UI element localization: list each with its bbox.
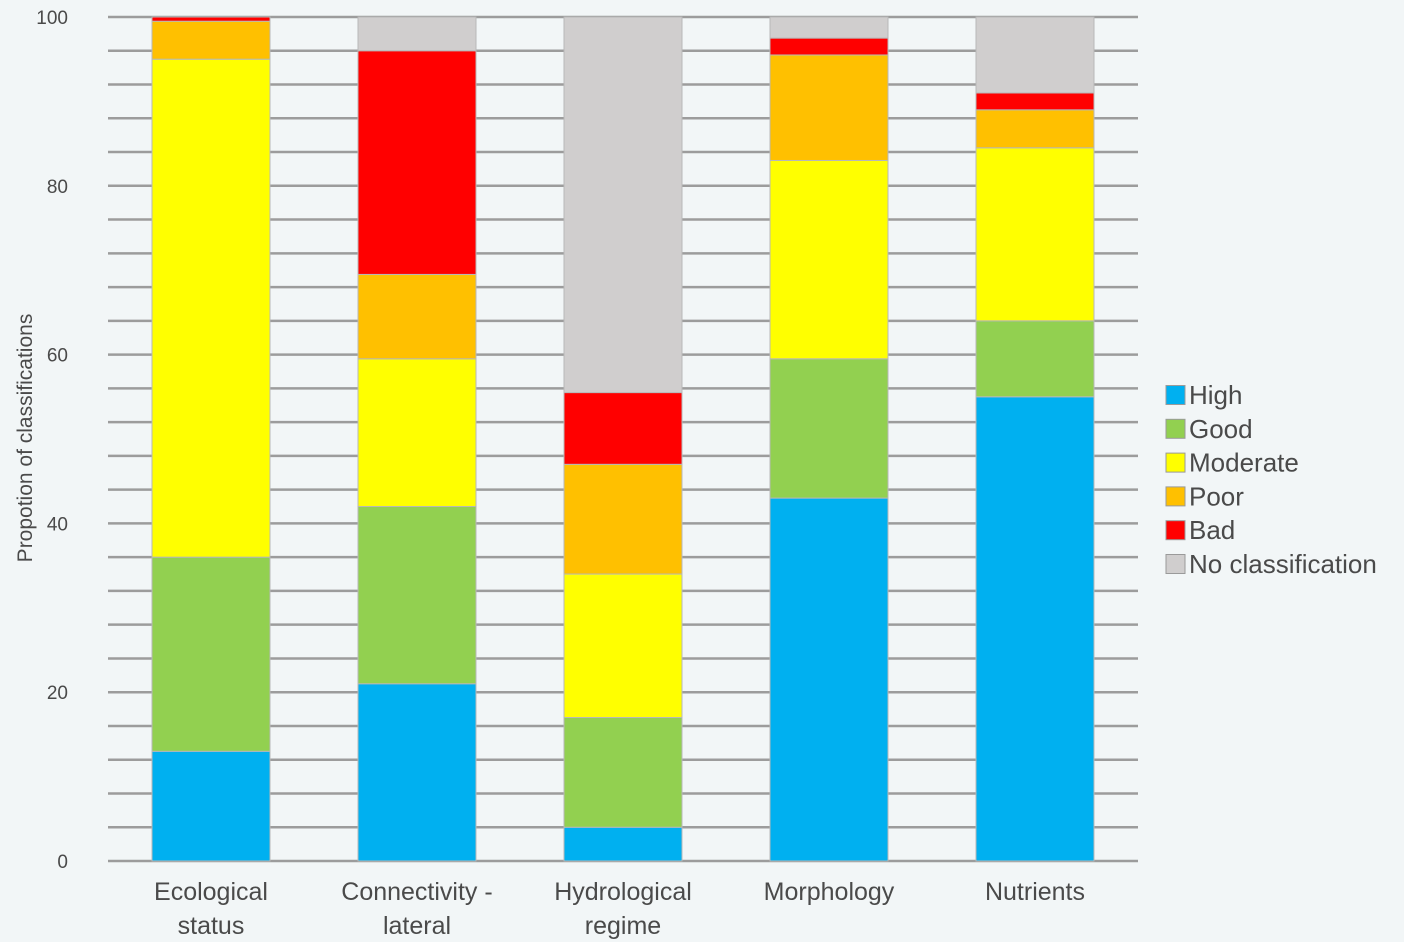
legend-swatch xyxy=(1165,520,1186,541)
bar-segment-bad xyxy=(563,392,683,465)
x-axis-categories: Ecological status Connectivity - lateral Hyd… xyxy=(154,878,1085,940)
y-tick-label: 80 xyxy=(47,177,68,198)
x-category-label: Hydrological xyxy=(554,878,692,906)
legend-swatch xyxy=(1165,418,1186,439)
bar-segment-high xyxy=(563,826,683,862)
bar-segment-poor xyxy=(563,463,683,575)
x-category-label: Connectivity - xyxy=(341,878,492,906)
legend-label: Good xyxy=(1189,414,1253,444)
bars xyxy=(151,16,1095,862)
bar-segment-good xyxy=(975,320,1095,398)
bar-segment-high xyxy=(151,750,271,862)
bar-segment-good xyxy=(769,358,889,499)
bar-segment-bad xyxy=(151,16,271,22)
legend-label: No classification xyxy=(1189,549,1377,579)
legend-swatch xyxy=(1165,486,1186,507)
x-category-label: Nutrients xyxy=(985,878,1085,906)
bar-segment-moderate xyxy=(357,358,477,508)
legend-swatch xyxy=(1165,554,1186,574)
y-axis-title: Propotion of classifications xyxy=(14,314,37,563)
bar-segment-good xyxy=(357,506,477,685)
legend-swatch xyxy=(1165,452,1186,473)
legend-label: High xyxy=(1189,380,1242,410)
legend-label: Bad xyxy=(1189,515,1235,545)
x-category-label: Morphology xyxy=(764,878,895,906)
bar-segment-moderate xyxy=(769,159,889,360)
bar-segment-moderate xyxy=(151,58,271,558)
x-category-label: lateral xyxy=(383,912,451,940)
y-tick-label: 40 xyxy=(47,514,68,535)
x-category-label: Ecological xyxy=(154,878,268,906)
bar-segment-bad xyxy=(357,50,477,275)
bar-segment-no-classification xyxy=(563,16,683,394)
bar-segment-bad xyxy=(769,37,889,56)
bar-segment-poor xyxy=(357,273,477,360)
bar-segment-moderate xyxy=(563,573,683,719)
bar-segment-bad xyxy=(975,92,1095,111)
bar-segment-no-classification xyxy=(357,16,477,52)
x-category-label: regime xyxy=(585,912,661,940)
y-axis-ticks: 0 20 40 60 80 100 xyxy=(36,8,68,873)
legend-swatch xyxy=(1165,385,1186,405)
bar-segment-good xyxy=(151,556,271,752)
y-tick-label: 20 xyxy=(47,683,68,704)
legend-label: Moderate xyxy=(1189,448,1299,478)
bar-segment-high xyxy=(769,497,889,862)
bar-segment-poor xyxy=(151,20,271,60)
y-tick-label: 100 xyxy=(36,8,68,29)
bar-segment-poor xyxy=(769,54,889,161)
x-category-label: status xyxy=(178,912,245,940)
bar-segment-no-classification xyxy=(769,16,889,39)
bar-segment-poor xyxy=(975,109,1095,149)
y-tick-label: 60 xyxy=(47,346,68,367)
bar-segment-good xyxy=(563,717,683,828)
bar-segment-no-classification xyxy=(975,16,1095,94)
y-tick-label: 0 xyxy=(57,852,68,873)
legend-label: Poor xyxy=(1189,481,1244,511)
bar-segment-high xyxy=(357,683,477,862)
bar-segment-high xyxy=(975,396,1095,862)
bar-segment-moderate xyxy=(975,147,1095,322)
